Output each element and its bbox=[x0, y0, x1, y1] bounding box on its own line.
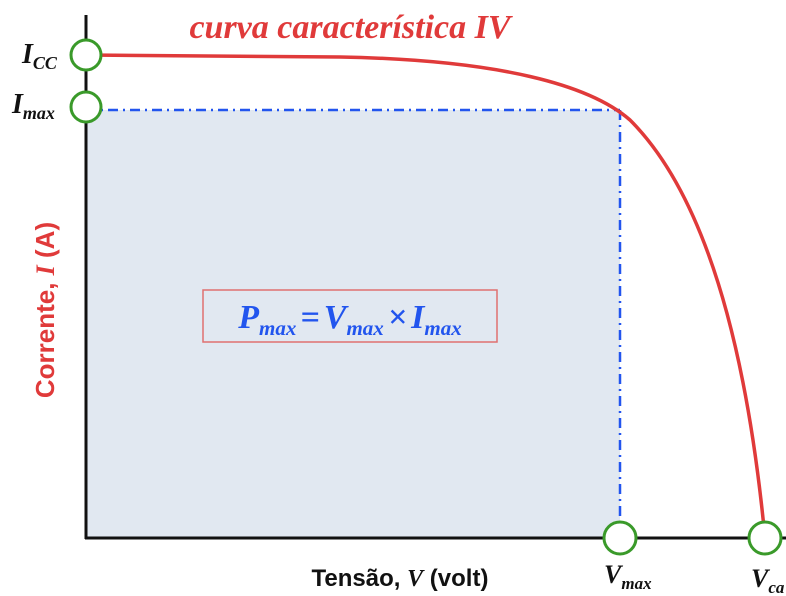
variable: I bbox=[31, 264, 60, 276]
times: × bbox=[388, 299, 407, 336]
y-axis-label: Corrente, I (A) bbox=[30, 222, 60, 398]
subscript: max bbox=[621, 574, 652, 593]
subscript: CC bbox=[33, 53, 58, 73]
marker-vca bbox=[747, 520, 783, 556]
label-icc: ICC bbox=[21, 39, 58, 73]
symbol: V bbox=[324, 299, 349, 336]
label-vmax: Vmax bbox=[604, 560, 652, 593]
equals: = bbox=[300, 299, 319, 336]
symbol: V bbox=[604, 560, 624, 589]
variable: V bbox=[407, 566, 425, 592]
marker-vmax bbox=[602, 520, 638, 556]
power-area bbox=[86, 110, 620, 538]
formula: Pmax = Vmax × Imax bbox=[237, 299, 461, 340]
symbol: I bbox=[21, 39, 34, 70]
subscript: max bbox=[23, 103, 55, 123]
unit: (volt) bbox=[423, 565, 488, 592]
title: curva característica IV bbox=[189, 9, 512, 46]
subscript: ca bbox=[768, 578, 785, 596]
label-vca: Vca bbox=[751, 564, 785, 596]
subscript: max bbox=[346, 316, 383, 340]
subscript: max bbox=[259, 316, 296, 340]
symbol: I bbox=[410, 299, 426, 336]
x-axis-label: Tensão, V (volt) bbox=[312, 565, 489, 592]
formula-box bbox=[202, 289, 498, 343]
unit: (A) bbox=[30, 222, 60, 265]
text: Corrente, bbox=[30, 275, 60, 398]
marker-imax bbox=[69, 90, 103, 124]
text: Tensão, bbox=[312, 565, 408, 592]
symbol: V bbox=[751, 564, 771, 593]
symbol: I bbox=[11, 89, 24, 120]
marker-icc bbox=[69, 38, 103, 72]
subscript: max bbox=[424, 316, 461, 340]
symbol: P bbox=[237, 299, 259, 336]
label-imax: Imax bbox=[11, 89, 55, 123]
markers bbox=[69, 38, 783, 556]
iv-curve bbox=[85, 53, 767, 539]
